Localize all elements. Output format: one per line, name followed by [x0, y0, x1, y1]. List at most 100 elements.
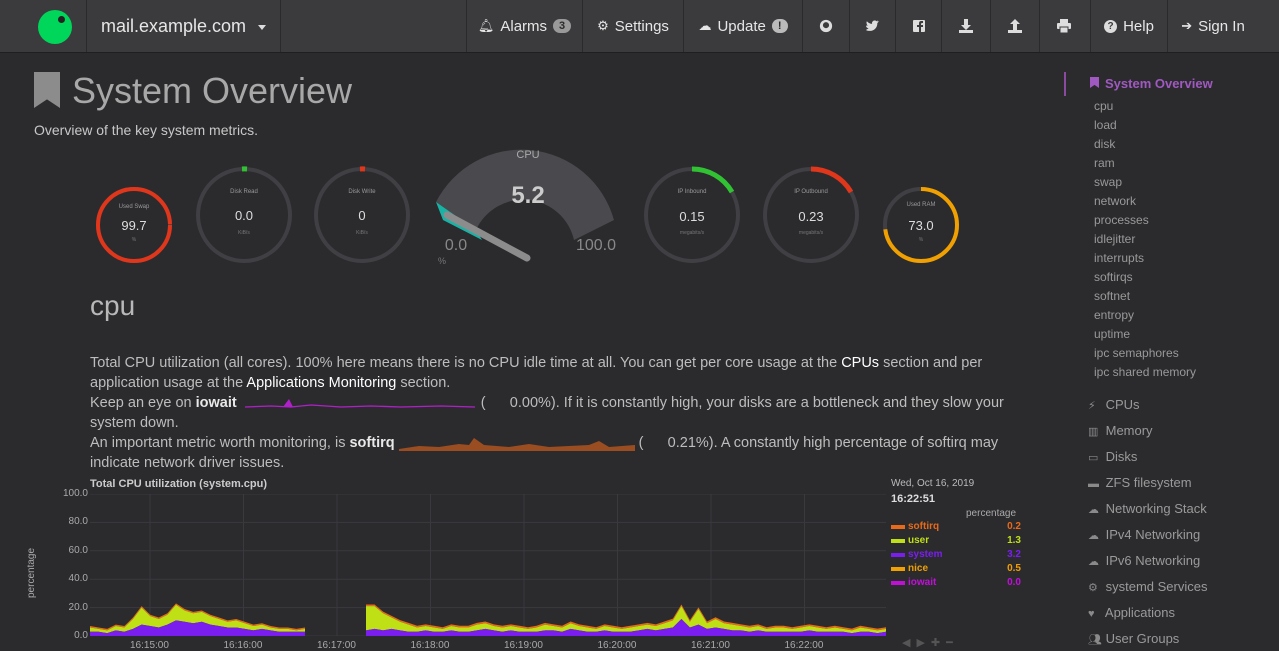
sidebar-subitem-ipc-semaphores[interactable]: ipc semaphores	[1094, 346, 1179, 360]
iowait-value: 0.00%	[509, 395, 551, 411]
x-tick-label: 16:17:00	[317, 640, 356, 651]
sidebar-subitem-softnet[interactable]: softnet	[1094, 289, 1131, 303]
page-subtitle: Overview of the key system metrics.	[34, 122, 259, 138]
github-button[interactable]	[802, 0, 849, 52]
disk-read-label: Disk Read	[230, 189, 258, 195]
cloud-download-icon: ☁	[698, 18, 712, 33]
legend-item-softirq[interactable]: softirq 0.2	[891, 521, 1021, 535]
cpu-gauge-label: CPU	[516, 149, 540, 161]
desc-text: ). A constantly high percentage of softi…	[90, 435, 999, 471]
x-tick-label: 16:20:00	[597, 640, 637, 651]
host-selector[interactable]: mail.example.com	[86, 0, 281, 52]
settings-button[interactable]: ⚙ Settings	[582, 0, 683, 52]
sidebar-subitem-swap[interactable]: swap	[1094, 175, 1123, 189]
sidebar-subitem-processes[interactable]: processes	[1094, 213, 1149, 227]
sidebar-item-label: systemd Services	[1102, 579, 1208, 594]
sidebar-item-label: Disks	[1102, 449, 1138, 464]
sidebar-item-memory[interactable]: ▥ Memory	[1088, 423, 1153, 438]
chart-toolbar[interactable]: ◀▶✚━	[902, 637, 959, 649]
twitter-icon	[866, 20, 880, 31]
print-button[interactable]	[1039, 0, 1088, 52]
section-title: cpu	[90, 290, 136, 321]
sidebar-subitem-disk[interactable]: disk	[1094, 137, 1116, 151]
desc-text: section and per application usage at the	[90, 355, 983, 391]
sidebar-item-disks[interactable]: ▭ Disks	[1088, 449, 1137, 464]
ip-inbound-gauge[interactable]	[644, 166, 740, 263]
legend-item-iowait[interactable]: iowait 0.0	[891, 577, 1021, 591]
sidebar-subitem-softirqs[interactable]: softirqs	[1094, 270, 1133, 284]
sidebar-item-user-groups[interactable]: 👥︎ User Groups	[1088, 631, 1179, 646]
sidebar-item-networking-stack[interactable]: ☁ Networking Stack	[1088, 501, 1207, 516]
sidebar-subitem-load[interactable]: load	[1094, 118, 1117, 132]
update-badge: !	[771, 19, 788, 33]
bolt-icon: ⚡︎	[1088, 400, 1096, 412]
disk-read-gauge[interactable]	[196, 166, 292, 263]
legend-date: Wed, Oct 16, 2019	[891, 478, 975, 489]
cloud-icon: ☁	[1088, 530, 1099, 542]
desc-text: ). If it is constantly high, your disks …	[90, 395, 1004, 431]
cpu-gauge[interactable]	[436, 149, 614, 262]
legend-item-nice[interactable]: nice 0.5	[891, 563, 1021, 577]
sidebar-item-applications[interactable]: ♥ Applications	[1088, 605, 1175, 620]
chart-y-axis-label: percentage	[26, 547, 37, 598]
ip-outbound-unit: megabits/s	[798, 230, 824, 236]
used-swap-gauge[interactable]	[96, 187, 172, 263]
cpu-gauge-max: 100.0	[575, 237, 617, 254]
settings-label: Settings	[614, 17, 669, 35]
y-tick-label: 0.0	[74, 630, 88, 641]
sidebar-subitem-ipc-shared-memory[interactable]: ipc shared memory	[1094, 365, 1197, 379]
netdata-logo-icon[interactable]	[38, 10, 72, 44]
legend-item-system[interactable]: system 3.2	[891, 549, 1021, 563]
alarms-button[interactable]: 🔔︎ Alarms 3	[466, 0, 582, 52]
sidebar-item-zfs-filesystem[interactable]: ▬ ZFS filesystem	[1088, 475, 1192, 490]
sidebar-item-systemd-services[interactable]: ⚙ systemd Services	[1088, 579, 1207, 594]
x-tick-label: 16:22:00	[784, 640, 824, 651]
sidebar-subitem-uptime[interactable]: uptime	[1094, 327, 1131, 341]
legend-value: 3.2	[1007, 549, 1021, 560]
disk-write-unit: KiB/s	[356, 230, 368, 236]
help-button[interactable]: ? Help	[1090, 0, 1167, 52]
sidebar-item-system-overview[interactable]: System Overview	[1090, 76, 1213, 91]
logo-cell[interactable]	[0, 0, 87, 52]
gear-icon: ⚙	[597, 18, 609, 33]
sidebar-item-label: System Overview	[1105, 76, 1213, 91]
sidebar-subitem-cpu[interactable]: cpu	[1094, 99, 1114, 113]
download-icon	[959, 19, 973, 33]
disk-read-value: 0.0	[234, 208, 254, 223]
desc-text: section.	[396, 375, 451, 391]
sidebar-item-cpus[interactable]: ⚡︎ CPUs	[1088, 397, 1140, 412]
facebook-button[interactable]	[895, 0, 942, 52]
disk-write-gauge[interactable]	[314, 166, 410, 263]
ip-outbound-gauge[interactable]	[763, 166, 859, 263]
sidebar-item-label: Networking Stack	[1102, 501, 1207, 516]
download-button[interactable]	[941, 0, 990, 52]
page-title: System Overview	[72, 70, 353, 111]
sidebar-item-label: IPv6 Networking	[1102, 553, 1201, 568]
sidebar-item-ipv4-networking[interactable]: ☁ IPv4 Networking	[1088, 527, 1200, 542]
sidebar-subitem-network[interactable]: network	[1094, 194, 1137, 208]
sidebar-subitem-interrupts[interactable]: interrupts	[1094, 251, 1145, 265]
user-area	[366, 606, 886, 634]
upload-button[interactable]	[990, 0, 1039, 52]
applications-link[interactable]: Applications Monitoring	[246, 375, 397, 391]
legend-item-user[interactable]: user 1.3	[891, 535, 1021, 549]
sidebar-subitem-idlejitter[interactable]: idlejitter	[1094, 232, 1136, 246]
cpu-gauge-min: 0.0	[444, 237, 468, 254]
update-button[interactable]: ☁ Update !	[683, 0, 802, 52]
sidebar-subitem-entropy[interactable]: entropy	[1094, 308, 1135, 322]
update-label: Update	[717, 17, 766, 35]
legend-name: nice	[908, 563, 929, 574]
alarms-count-badge: 3	[553, 19, 572, 33]
desc-text: (	[638, 435, 644, 451]
used-ram-gauge[interactable]	[883, 187, 959, 263]
sidebar-subitem-ram[interactable]: ram	[1094, 156, 1115, 170]
twitter-button[interactable]	[849, 0, 896, 52]
cpus-link[interactable]: CPUs	[841, 355, 880, 371]
legend-swatch	[891, 553, 905, 557]
chart-title: Total CPU utilization (system.cpu)	[90, 478, 268, 490]
sign-in-button[interactable]: ➔ Sign In	[1167, 0, 1258, 52]
sidebar-item-label: ZFS filesystem	[1102, 475, 1192, 490]
swap-gauge-label: Used Swap	[118, 204, 150, 210]
sidebar-item-ipv6-networking[interactable]: ☁ IPv6 Networking	[1088, 553, 1200, 568]
cpu-chart-area[interactable]	[90, 494, 886, 636]
